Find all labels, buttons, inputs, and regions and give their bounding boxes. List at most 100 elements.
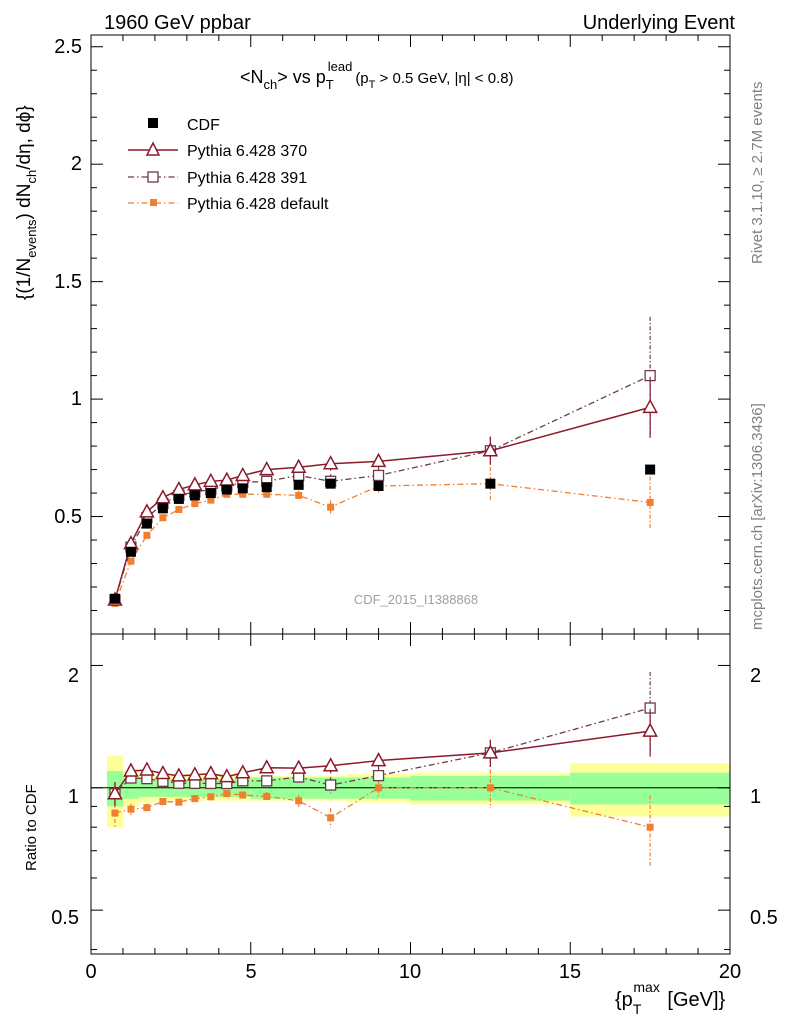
main-point-p370 <box>642 398 658 414</box>
main-point-p370 <box>482 442 499 457</box>
ratio-tick-label-0.5-right: 0.5 <box>750 907 778 929</box>
ratio-point-p370 <box>219 768 235 783</box>
main-point-cdf <box>125 546 136 557</box>
side-label-rivet: Rivet 3.1.10, ≥ 2.7M events <box>749 82 766 265</box>
main-point-p370 <box>235 466 251 482</box>
main-point-pdef <box>191 500 199 508</box>
main-point-cdf <box>373 481 384 492</box>
ratio-point-p391 <box>261 775 273 787</box>
ratio-point-p370 <box>203 765 219 780</box>
ratio-point-pdef <box>295 797 303 805</box>
main-point-pdef <box>159 514 167 522</box>
ratio-point-p370 <box>642 722 658 737</box>
main-point-cdf <box>237 483 248 494</box>
legend-marker-p370 <box>145 141 161 156</box>
ratio-tick-label-2-right: 2 <box>750 665 761 687</box>
ratio-point-pdef <box>486 784 494 792</box>
ratio-series-pdef <box>111 769 654 866</box>
main-point-cdf <box>485 478 496 489</box>
main-point-cdf <box>261 482 272 493</box>
ratio-point-pdef <box>375 784 383 792</box>
plot-title: <Nch> vs pTlead(pT > 0.5 GeV, |η| < 0.8) <box>240 59 514 92</box>
legend-label-cdf: CDF <box>187 117 220 134</box>
ratio-tick-label-2-left: 2 <box>68 665 79 687</box>
main-point-cdf <box>157 503 168 514</box>
main-point-cdf <box>141 518 152 529</box>
main-point-cdf <box>645 464 656 475</box>
ratio-y-axis-label: Ratio to CDF <box>23 784 40 871</box>
main-point-cdf <box>293 479 304 490</box>
main-point-p370 <box>155 489 171 504</box>
ratio-series-p370 <box>107 708 658 807</box>
legend-marker-p391 <box>147 171 159 183</box>
ratio-point-p370 <box>187 766 203 781</box>
ratio-point-p370 <box>107 785 123 800</box>
main-point-p370 <box>203 472 219 488</box>
ratio-point-pdef <box>111 809 119 817</box>
main-point-p370 <box>370 452 387 468</box>
main-point-p370 <box>290 458 307 473</box>
main-point-cdf <box>205 488 216 499</box>
x-axis-label: {pTmax [GeV]} <box>615 979 726 1017</box>
main-y-tick-labels: 0.5 1 1.5 2 2.5 <box>54 36 82 528</box>
main-point-p370 <box>187 476 203 491</box>
legend-label-p370: Pythia 6.428 370 <box>187 143 307 160</box>
ratio-point-pdef <box>159 798 167 806</box>
x-tick-label-20: 20 <box>719 961 741 983</box>
ratio-point-p370 <box>235 764 251 779</box>
legend-entry-p370: Pythia 6.428 370 <box>128 141 307 160</box>
main-point-pdef <box>127 557 135 565</box>
ratio-point-p391 <box>372 769 385 782</box>
main-point-pdef <box>207 496 215 504</box>
ratio-tick-label-1-left: 1 <box>68 786 79 808</box>
ratio-point-p370 <box>171 767 187 782</box>
y-tick-label-0.5: 0.5 <box>54 506 82 528</box>
main-point-pdef <box>175 506 183 514</box>
ratio-point-pdef <box>646 823 654 831</box>
header-left: 1960 GeV ppbar <box>104 12 251 34</box>
x-tick-labels: 0 5 10 15 20 <box>85 961 741 983</box>
series-layer <box>107 316 658 866</box>
y-tick-label-2.5: 2.5 <box>54 36 82 58</box>
legend-entry-pdef: Pythia 6.428 default <box>128 196 329 213</box>
legend-entry-cdf: CDF <box>148 117 220 134</box>
ratio-point-pdef <box>223 790 231 798</box>
ratio-point-pdef <box>191 795 199 803</box>
ratio-point-pdef <box>239 791 247 799</box>
main-series-p370 <box>107 376 658 606</box>
ratio-point-pdef <box>263 792 271 800</box>
ratio-band-inner <box>570 772 730 805</box>
x-tick-label-0: 0 <box>85 961 96 983</box>
main-point-p370 <box>139 503 155 518</box>
main-point-cdf <box>325 478 336 489</box>
legend-entry-p391: Pythia 6.428 391 <box>128 170 307 187</box>
ratio-point-pdef <box>143 804 151 812</box>
ratio-tick-label-1-right: 1 <box>750 786 761 808</box>
main-series-cdf <box>109 464 656 604</box>
main-point-pdef <box>646 498 654 506</box>
legend: CDF Pythia 6.428 370 Pythia 6.428 391 Py… <box>128 117 329 213</box>
x-tick-label-15: 15 <box>559 961 581 983</box>
main-point-pdef <box>263 490 271 498</box>
ratio-line-pdef <box>114 787 651 828</box>
ratio-point-p391 <box>324 779 337 791</box>
ratio-axis-ticks <box>91 664 730 951</box>
analysis-watermark: CDF_2015_I1388868 <box>354 592 478 607</box>
ratio-uncertainty-bands <box>91 755 730 828</box>
legend-label-p391: Pythia 6.428 391 <box>187 170 307 187</box>
main-point-cdf <box>189 490 200 501</box>
ratio-point-p370 <box>322 757 339 772</box>
ratio-tick-label-0.5-left: 0.5 <box>51 907 79 929</box>
legend-label-pdef: Pythia 6.428 default <box>187 196 329 213</box>
ratio-y-tick-labels: 0.5 1 2 0.5 1 2 <box>51 665 778 929</box>
y-tick-label-2: 2 <box>71 153 82 175</box>
y-tick-label-1.5: 1.5 <box>54 271 82 293</box>
side-label-mcplots: mcplots.cern.ch [arXiv:1306.3436] <box>749 403 766 630</box>
ratio-point-p370 <box>155 764 171 780</box>
main-point-p370 <box>258 460 275 476</box>
ratio-point-p370 <box>482 744 499 759</box>
ratio-point-p370 <box>290 759 307 774</box>
ratio-point-pdef <box>207 793 215 801</box>
main-point-pdef <box>143 531 151 539</box>
y-tick-label-1: 1 <box>71 388 82 410</box>
